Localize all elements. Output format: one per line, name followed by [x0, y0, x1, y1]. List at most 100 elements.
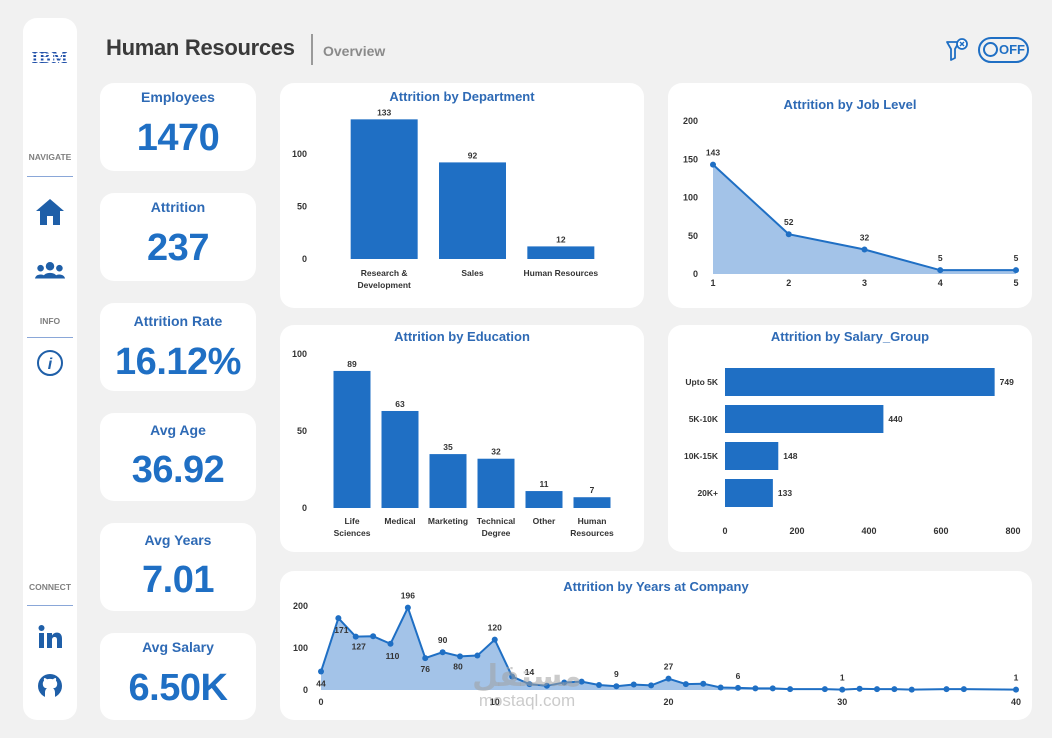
github-icon[interactable]	[34, 670, 66, 702]
data-point	[422, 655, 429, 662]
x-tick-label: 800	[1005, 526, 1020, 536]
area-fill	[713, 164, 1016, 274]
education-chart: 0 50 100 89 Life Sciences 63 Medical 35 Marketing…	[292, 349, 614, 538]
title-divider	[311, 34, 313, 65]
kpi-value: 36.92	[131, 449, 225, 491]
y-tick-label: 150	[683, 154, 698, 164]
bar	[350, 119, 418, 259]
kpi-label: Avg Salary	[142, 639, 214, 655]
data-point	[578, 678, 585, 685]
kpi-value: 7.01	[142, 559, 214, 601]
x-tick-label: 1	[710, 278, 715, 288]
y-tick-label: 50	[297, 426, 307, 436]
x-tick-label: Degree	[482, 528, 511, 538]
data-point	[908, 686, 915, 693]
kpi-avg-age: Avg Age 36.92	[100, 413, 256, 501]
data-point	[1013, 267, 1019, 274]
data-label: 27	[664, 662, 674, 672]
data-point	[937, 267, 944, 274]
y-tick-label: 100	[292, 149, 307, 159]
y-tick-label: 10K-15K	[684, 451, 719, 461]
chart-card-education: Attrition by Education 0 50 100 89 Life Scien…	[280, 325, 644, 552]
data-label: 76	[421, 664, 431, 674]
bar	[439, 162, 506, 259]
y-tick-label: 100	[292, 349, 307, 359]
data-point	[717, 684, 724, 691]
data-label: 63	[395, 399, 405, 409]
chart-card-years: Attrition by Years at Company 0 100 200 44 1…	[280, 571, 1032, 720]
kpi-label: Avg Age	[150, 422, 206, 438]
x-tick-label: 2	[786, 278, 791, 288]
data-label: 32	[491, 447, 501, 457]
kpi-label: Avg Years	[144, 532, 212, 548]
bar	[725, 405, 884, 433]
data-label: 1	[1014, 673, 1019, 683]
data-point	[630, 681, 637, 688]
team-icon[interactable]	[34, 255, 66, 287]
data-label: 143	[706, 148, 720, 158]
data-point	[665, 675, 672, 682]
chart-title: Attrition by Department	[389, 89, 535, 104]
kpi-value: 237	[147, 227, 209, 269]
ibm-logo: IBM	[31, 48, 69, 67]
x-tick-label: 20	[663, 697, 673, 707]
data-point	[370, 633, 377, 640]
data-label: 5	[1014, 253, 1019, 263]
data-label: 6	[736, 671, 741, 681]
data-point	[457, 653, 463, 660]
x-tick-label: 30	[837, 697, 847, 707]
sidebar: IBM NAVIGATE INFO i CONNECT	[23, 18, 77, 720]
data-label: 5	[938, 253, 943, 263]
kpi-value: 1470	[136, 117, 220, 159]
area-fill	[321, 607, 1016, 690]
data-point	[596, 681, 602, 688]
connect-divider	[27, 605, 73, 606]
data-point	[874, 686, 880, 693]
data-label: 32	[860, 233, 870, 243]
salary-chart: 749 Upto 5K 440 5K-10K 148 10K-15K 133 20K+ 0 200…	[684, 368, 1021, 536]
data-point	[352, 633, 359, 640]
data-label: 12	[556, 234, 566, 244]
toggle-switch[interactable]: OFF	[978, 37, 1029, 63]
x-tick-label: Marketing	[428, 516, 468, 526]
x-tick-label: Human Resources	[524, 268, 599, 278]
home-icon[interactable]	[34, 196, 66, 228]
x-tick-label: 200	[789, 526, 804, 536]
x-tick-label: Life	[344, 516, 359, 526]
bar	[429, 454, 467, 508]
department-chart: 0 50 100 133 Research & Development 92 Sales 12 H…	[292, 107, 599, 290]
data-point	[404, 604, 411, 611]
kpi-attrition-rate: Attrition Rate 16.12%	[100, 303, 256, 391]
data-point	[318, 668, 324, 675]
data-label: 133	[377, 107, 391, 117]
linkedin-icon[interactable]	[34, 621, 66, 653]
data-label: 1	[840, 673, 845, 683]
data-point	[839, 686, 846, 693]
data-label: 90	[438, 635, 448, 645]
page-subtitle: Overview	[323, 43, 386, 59]
info-label: INFO	[39, 316, 61, 326]
bar	[573, 497, 611, 508]
data-label: 9	[614, 669, 619, 679]
data-label: 440	[888, 414, 902, 424]
data-point	[821, 686, 828, 693]
y-tick-label: 0	[303, 685, 308, 695]
data-point	[787, 686, 794, 693]
filter-icon[interactable]	[945, 37, 969, 63]
kpi-value: 6.50K	[128, 667, 228, 709]
kpi-attrition: Attrition 237	[100, 193, 256, 281]
x-tick-label: 40	[1011, 697, 1021, 707]
data-point	[700, 680, 707, 687]
x-tick-label: Sales	[461, 268, 483, 278]
kpi-avg-years: Avg Years 7.01	[100, 523, 256, 611]
data-point	[710, 161, 716, 168]
y-tick-label: 0	[302, 254, 307, 264]
x-tick-label: 0	[722, 526, 727, 536]
data-label: 148	[783, 451, 797, 461]
x-tick-label: Research &	[361, 268, 408, 278]
info-icon[interactable]: i	[34, 347, 66, 379]
x-tick-label: 0	[318, 697, 323, 707]
x-tick-label: Sciences	[334, 528, 371, 538]
data-point	[526, 681, 533, 688]
bar	[527, 246, 595, 259]
